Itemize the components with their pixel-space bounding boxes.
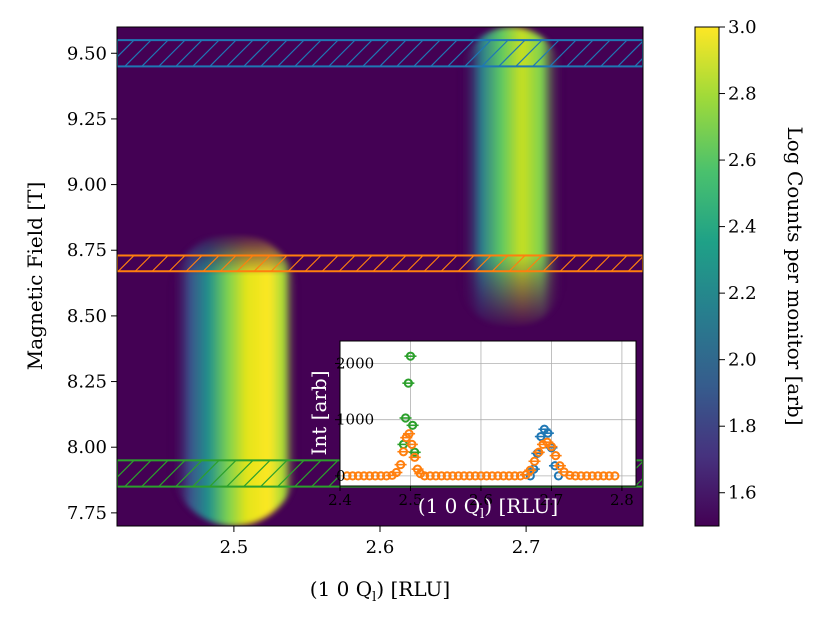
inset-x-tick-label: 2.4 (328, 491, 352, 509)
data-point (342, 471, 352, 481)
data-point (404, 351, 417, 361)
heatmap-feature (460, 27, 563, 330)
data-point (598, 471, 609, 481)
colorbar-axis: 1.6 1.8 2.0 2.2 2.4 2.6 2.8 3.0 (719, 17, 757, 504)
x-tick-label: 2.6 (366, 537, 395, 558)
data-point (610, 471, 620, 481)
data-point (397, 447, 410, 457)
inset-y-tick-label: 1000 (336, 411, 374, 429)
data-point (431, 471, 441, 481)
data-point (504, 471, 514, 481)
hatched-band (117, 254, 643, 273)
inset-y-tick-label: 0 (336, 467, 346, 485)
data-point (390, 467, 403, 478)
y-tick-label: 8.75 (67, 240, 107, 261)
inset-points (342, 351, 620, 481)
data-point (406, 420, 419, 430)
colorbar-tick-label: 1.8 (728, 416, 757, 437)
y-tick-label: 8.25 (67, 372, 107, 393)
data-point (403, 429, 416, 439)
data-point (425, 471, 435, 481)
inset-x-tick-label: 2.7 (539, 491, 563, 509)
data-point (453, 471, 463, 481)
data-point (408, 447, 421, 457)
main-axes: 2.5 2.6 2.7 7.75 8.00 8.25 8.50 8.75 9.00 9.25 9.5… (67, 43, 541, 558)
inset-x-tick-label: 2.5 (399, 491, 423, 509)
data-point (582, 471, 592, 481)
colorbar-tick-label: 2.2 (728, 283, 757, 304)
data-point (465, 471, 475, 481)
colorbar-tick-label: 3.0 (728, 17, 757, 38)
data-point (370, 471, 380, 481)
colorbar-tick-label: 2.0 (728, 350, 757, 371)
inset-background (340, 341, 636, 486)
data-point (587, 471, 597, 481)
data-point (394, 460, 407, 470)
data-point (493, 471, 503, 481)
data-point (402, 378, 415, 388)
y-tick-label: 7.75 (67, 503, 107, 524)
data-point (510, 471, 520, 481)
y-tick-label: 9.25 (67, 109, 107, 130)
colorbar (694, 26, 720, 527)
main-x-axis-label: (1 0 Ql) [RLU] (310, 577, 450, 605)
data-point (476, 471, 486, 481)
y-tick-label: 9.00 (67, 175, 107, 196)
data-point (576, 471, 586, 481)
data-point (481, 471, 492, 481)
inset-y-tick-label: 2000 (336, 354, 374, 372)
data-point (498, 471, 509, 481)
data-point (405, 439, 418, 450)
y-tick-label: 8.00 (67, 437, 107, 458)
inset-x-tick-label: 2.6 (469, 491, 493, 509)
data-point (563, 470, 576, 480)
heatmap-features (170, 27, 563, 526)
colorbar-tick-label: 2.6 (728, 150, 757, 171)
data-point (549, 451, 562, 461)
data-point (487, 471, 497, 481)
data-point (525, 471, 535, 481)
inset-series (342, 429, 620, 481)
x-tick-label: 2.5 (220, 537, 249, 558)
data-point (459, 471, 469, 481)
inset-x-tick-label: 2.8 (610, 491, 634, 509)
colorbar-tick-label: 2.8 (728, 84, 757, 105)
data-point (593, 471, 603, 481)
data-point (408, 452, 421, 462)
data-point (365, 471, 375, 481)
data-point (532, 447, 545, 457)
data-point (376, 471, 386, 481)
heatmap-feature (170, 231, 298, 526)
colorbar-label: Log Counts per monitor [arb] (783, 127, 807, 426)
data-point (541, 428, 554, 438)
x-tick-label: 2.7 (512, 537, 541, 558)
data-point (524, 465, 537, 475)
y-tick-label: 8.50 (67, 306, 107, 327)
inset-x-axis-label: (1 0 Ql) [RLU] (418, 494, 558, 522)
data-point (553, 461, 566, 471)
hatched-band (117, 39, 643, 68)
data-point (528, 456, 541, 466)
main-y-axis-label: Magnetic Field [T] (23, 182, 47, 371)
data-point (348, 471, 358, 481)
data-point (442, 471, 452, 481)
data-point (570, 471, 580, 481)
data-point (515, 471, 526, 481)
data-point (604, 471, 614, 481)
inset-y-axis-label: Int [arb] (307, 370, 331, 455)
data-point (545, 442, 558, 452)
data-point (436, 471, 447, 481)
colorbar-tick-label: 1.6 (728, 483, 757, 504)
data-point (470, 471, 480, 481)
data-point (448, 471, 458, 481)
inset-axes: 2.4 2.5 2.6 2.7 2.8 0 1000 2000 (328, 354, 634, 509)
colorbar-tick-label: 2.4 (728, 217, 757, 238)
inset-frame (339, 340, 637, 487)
y-tick-label: 9.50 (67, 43, 107, 64)
data-point (419, 471, 430, 481)
data-point (399, 413, 412, 423)
data-point (359, 471, 369, 481)
data-point (353, 471, 363, 481)
